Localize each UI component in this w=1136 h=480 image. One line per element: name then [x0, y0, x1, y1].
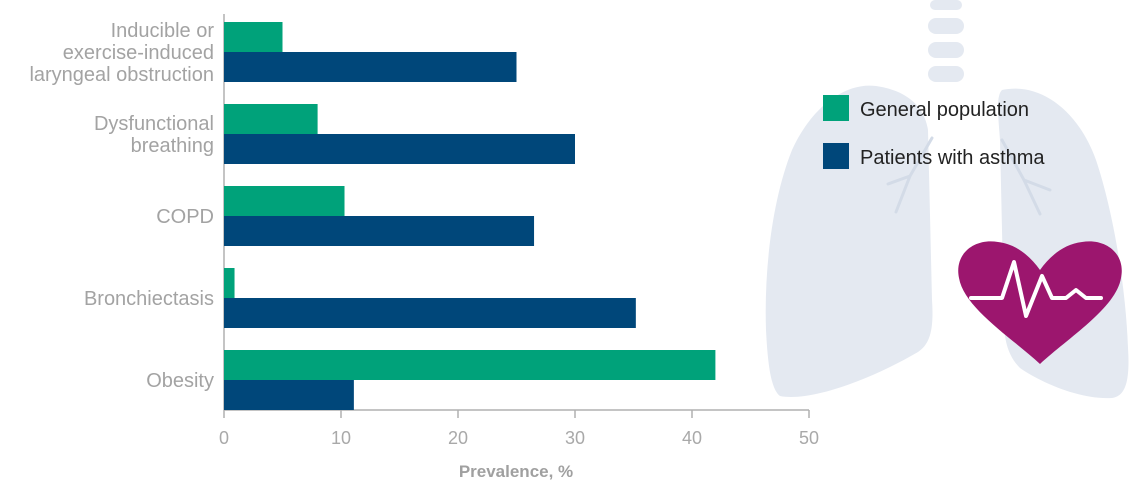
legend-swatch-patients-with-asthma: [823, 143, 849, 169]
legend-swatch-general-population: [823, 95, 849, 121]
x-tick-label: 10: [331, 428, 351, 448]
category-label-line: Dysfunctional: [94, 113, 214, 135]
bar-general-population-breathing: [224, 104, 318, 134]
x-tick-label: 50: [799, 428, 819, 448]
bar-general-population-laryngeal-obstruction: [224, 22, 283, 52]
lungs-illustration: [765, 0, 1129, 399]
category-label-breathing: Dysfunctional breathing: [94, 113, 214, 157]
bar-general-population-obesity: [224, 350, 716, 380]
category-label-bronchiectasis: Bronchiectasis: [84, 288, 214, 310]
legend-label-general-population: General population: [860, 99, 1029, 121]
category-label-laryngeal-obstruction: Inducible or exercise-induced laryngeal ob…: [29, 20, 214, 86]
category-label-obesity: Obesity: [146, 370, 214, 392]
bars-group: [224, 22, 716, 410]
legend-label-patients-with-asthma: Patients with asthma: [860, 147, 1045, 169]
x-tick-label: 0: [219, 428, 229, 448]
x-tick-label: 20: [448, 428, 468, 448]
category-label-copd: COPD: [156, 206, 214, 228]
category-label-line: breathing: [131, 135, 214, 157]
heartbeat-heart-icon: [958, 241, 1122, 364]
category-label-line: Bronchiectasis: [84, 288, 214, 310]
x-axis-title: Prevalence, %: [459, 462, 573, 480]
legend-item-general-population: General population: [823, 95, 1029, 121]
bar-patients-with-asthma-copd: [224, 216, 535, 246]
category-label-line: Obesity: [146, 370, 214, 392]
category-label-line: laryngeal obstruction: [29, 64, 214, 86]
x-axis-ticks: 0 10 20 30 40 50: [219, 410, 819, 448]
category-label-line: COPD: [156, 206, 214, 228]
bar-patients-with-asthma-breathing: [224, 134, 575, 164]
bar-patients-with-asthma-laryngeal-obstruction: [224, 52, 517, 82]
legend-item-patients-with-asthma: Patients with asthma: [823, 143, 1045, 169]
x-tick-label: 30: [565, 428, 585, 448]
x-tick-label: 40: [682, 428, 702, 448]
category-label-line: Inducible or: [111, 20, 215, 42]
bar-general-population-copd: [224, 186, 345, 216]
legend: General population Patients with asthma: [823, 95, 1045, 169]
bar-patients-with-asthma-bronchiectasis: [224, 298, 636, 328]
category-labels: Inducible or exercise-induced laryngeal ob…: [29, 20, 214, 392]
category-label-line: exercise-induced: [63, 42, 214, 64]
bar-general-population-bronchiectasis: [224, 268, 235, 298]
bar-patients-with-asthma-obesity: [224, 380, 354, 410]
